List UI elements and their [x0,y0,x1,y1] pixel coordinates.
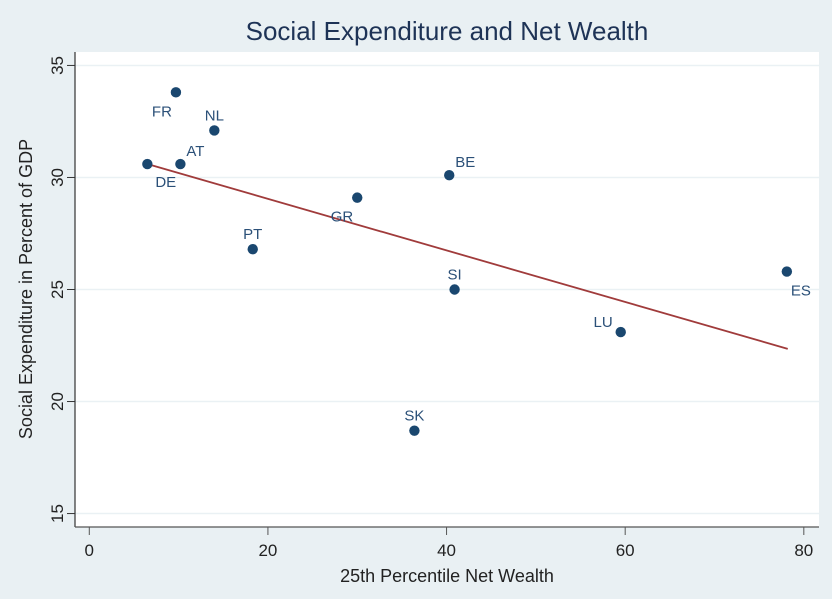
point-gr [352,192,363,203]
y-tick-label: 35 [48,56,67,75]
x-tick-label: 60 [616,541,635,560]
x-tick-label: 40 [437,541,456,560]
point-label-nl: NL [205,107,224,124]
point-at [175,158,186,170]
point-label-sk: SK [404,408,424,425]
point-pt [247,243,258,255]
point-label-be: BE [455,154,475,171]
point-lu [615,326,626,338]
point-label-lu: LU [594,314,613,331]
x-axis-title: 25th Percentile Net Wealth [340,566,554,586]
x-tick-label: 20 [258,541,277,560]
y-tick-label: 15 [48,504,67,523]
point-label-si: SI [447,267,461,284]
point-label-pt: PT [243,226,262,243]
point-nl [209,125,220,136]
y-tick-label: 30 [48,168,67,187]
axes: 15 20 25 30 35 0 20 40 60 80 [48,52,819,560]
point-sk [409,425,420,436]
y-axis-title: Social Expenditure in Percent of GDP [16,139,36,439]
fit-line-group [147,163,788,350]
point-de [142,158,153,170]
gridlines [75,64,819,515]
y-tick-label: 20 [48,392,67,411]
x-tick-label: 80 [794,541,813,560]
data-points: FR NL DE AT PT GR BE SI SK LU ES [142,87,811,436]
chart-title: Social Expenditure and Net Wealth [246,16,649,46]
x-tick-label: 0 [85,541,94,560]
point-be [444,170,455,181]
point-label-at: AT [186,143,204,160]
point-label-es: ES [791,283,811,300]
point-si [449,284,460,295]
point-label-de: DE [155,174,176,191]
fit-line [147,163,788,350]
point-es [781,266,793,277]
point-fr [170,87,182,98]
y-tick-label: 25 [48,280,67,299]
point-label-fr: FR [152,103,172,120]
point-label-gr: GR [331,209,354,226]
